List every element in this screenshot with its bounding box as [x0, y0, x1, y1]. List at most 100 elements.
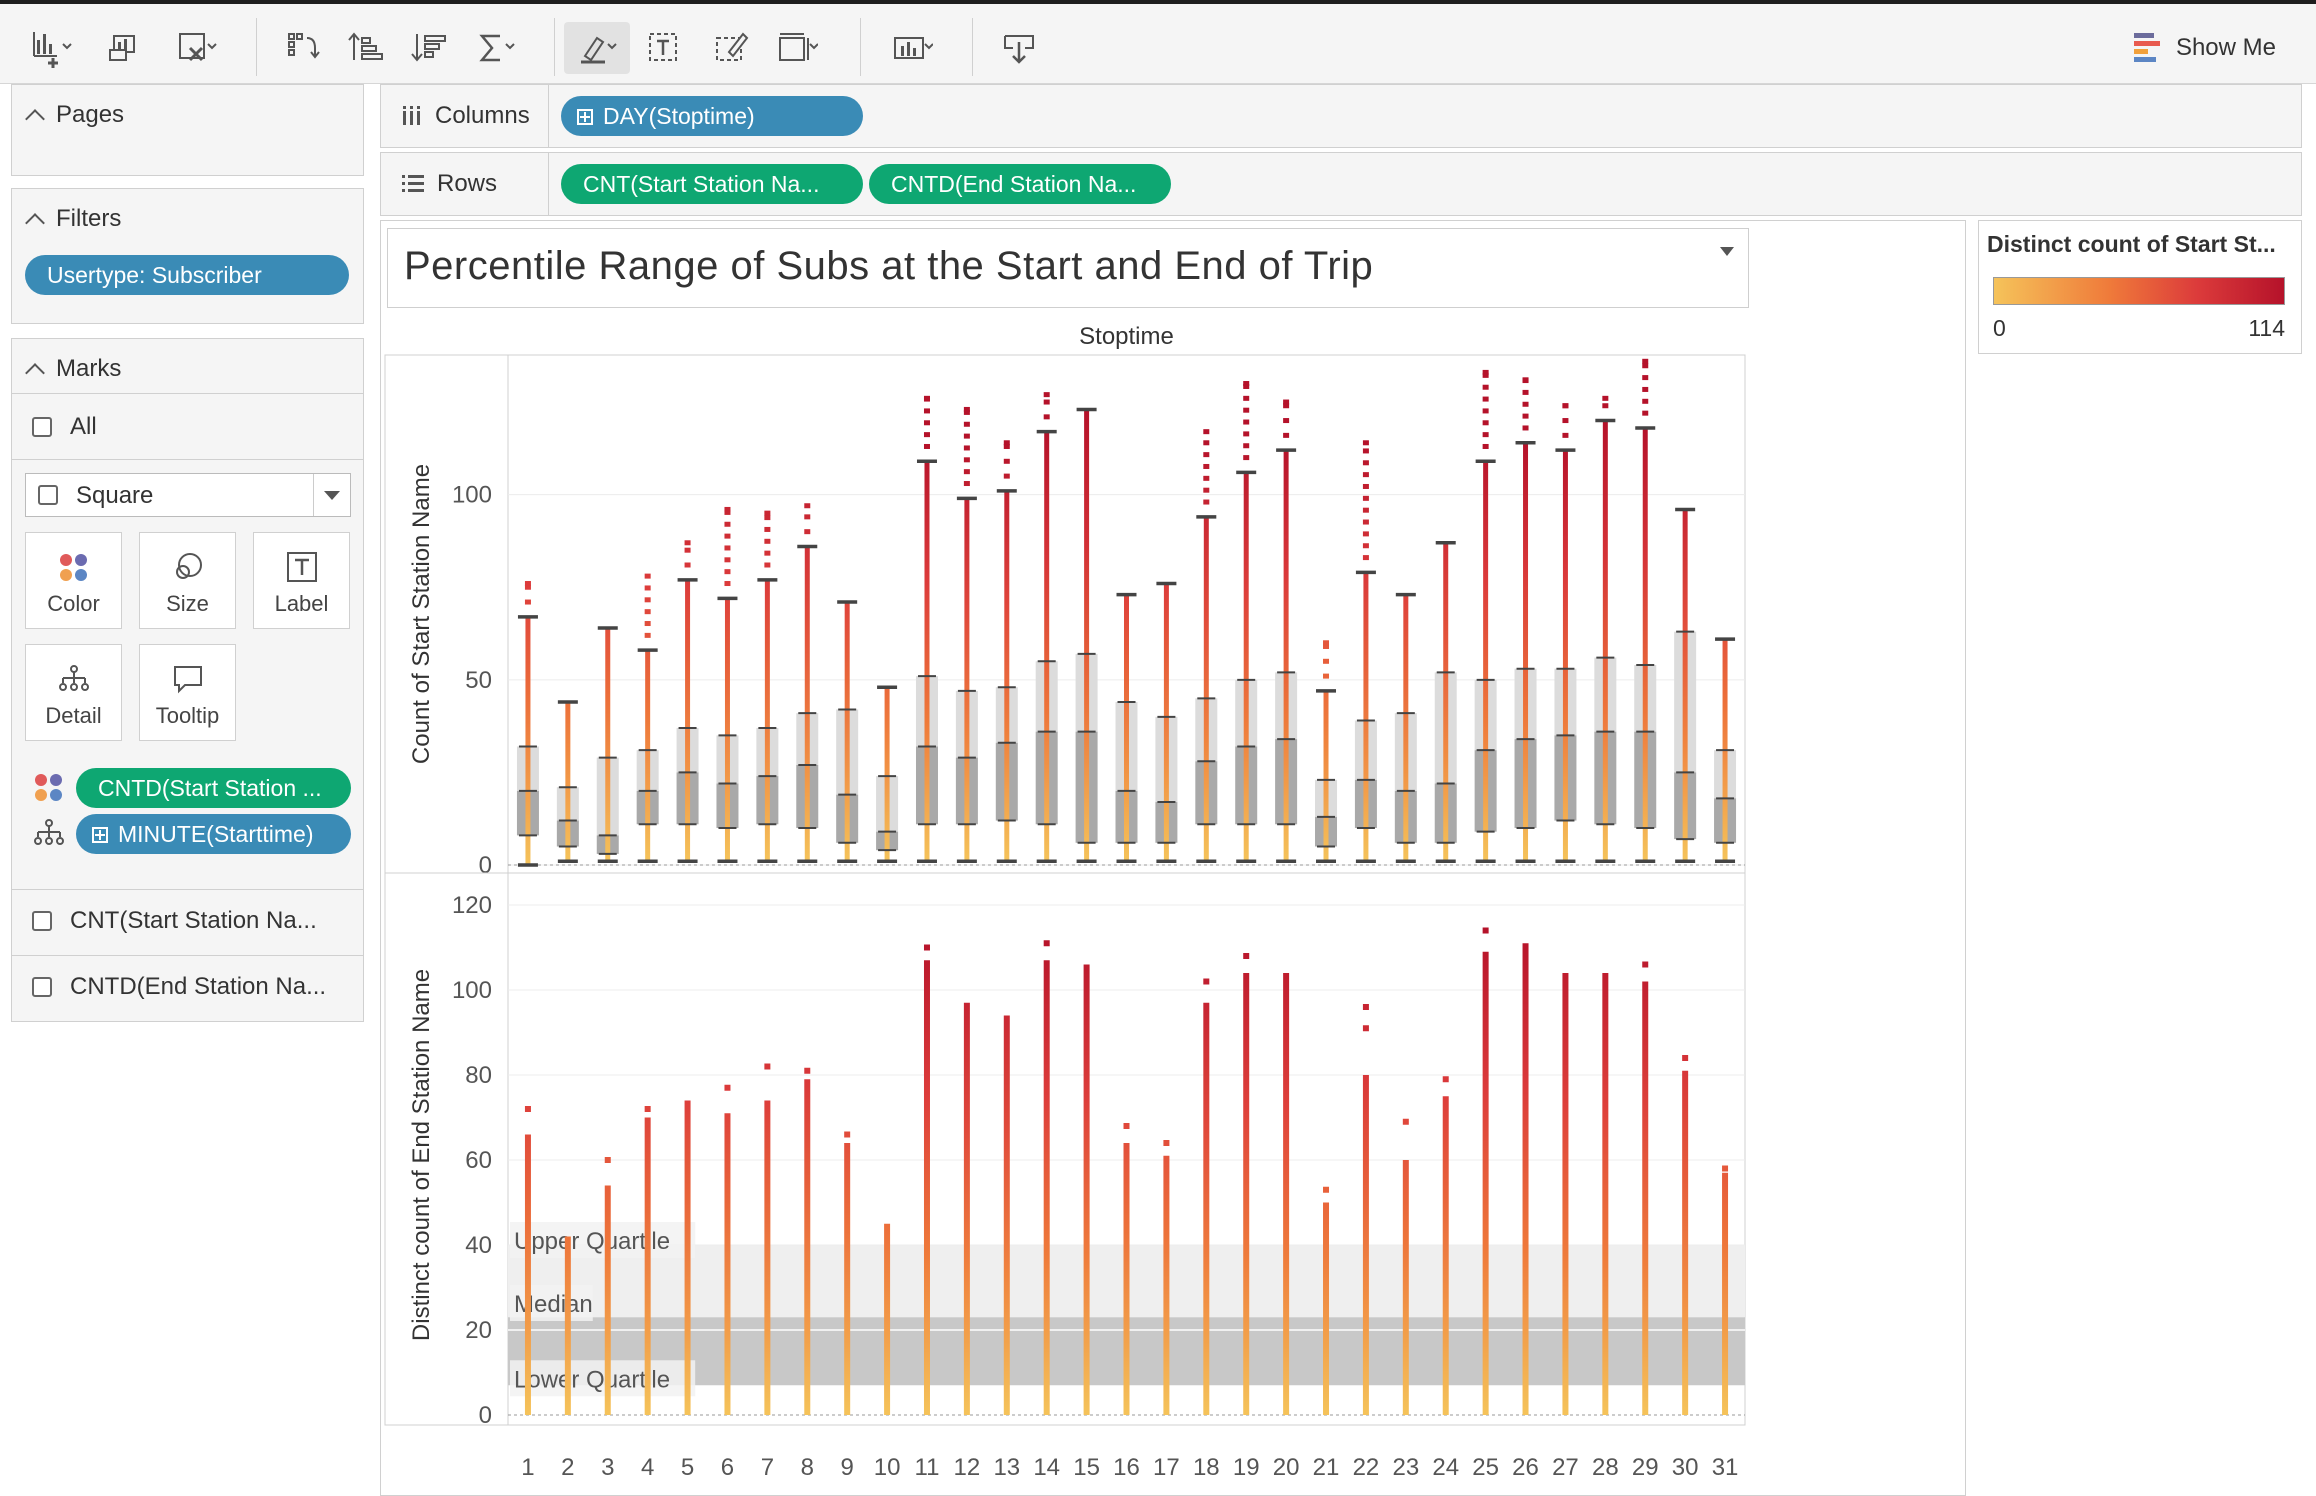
outlier-mark	[1243, 407, 1250, 413]
filter-pill-usertype[interactable]: Usertype: Subscriber	[25, 255, 349, 295]
bar	[724, 1113, 731, 1415]
tooltip-button[interactable]: Tooltip	[139, 644, 236, 741]
detail-button[interactable]: Detail	[25, 644, 122, 741]
x-tick-label: 13	[993, 1454, 1020, 1481]
outlier-mark	[804, 1067, 811, 1074]
outlier-mark	[923, 420, 930, 426]
outlier-mark	[1562, 432, 1569, 438]
mark-type-value: Square	[76, 482, 154, 509]
x-tick-label: 25	[1472, 1454, 1499, 1481]
outlier-mark	[764, 515, 771, 521]
outlier-mark	[1243, 953, 1250, 959]
sort-ascending-icon[interactable]	[335, 22, 397, 74]
outlier-mark	[644, 573, 651, 579]
size-button[interactable]: Size	[139, 532, 236, 629]
outlier-mark	[1283, 418, 1290, 424]
top-pane-frame	[384, 354, 1746, 874]
mark-pill-detail[interactable]: MINUTE(Starttime)	[76, 814, 351, 854]
label-button[interactable]: Label	[253, 532, 350, 629]
bar	[1642, 981, 1649, 1415]
outlier-mark	[724, 557, 731, 563]
sort-descending-icon[interactable]	[398, 22, 460, 74]
show-me-button[interactable]: Show Me	[2133, 26, 2276, 70]
highlight-icon[interactable]	[564, 22, 630, 74]
columns-shelf: Columns DAY(Stoptime)	[380, 84, 2302, 148]
bar	[1682, 1070, 1689, 1415]
rows-pill-cnt-start[interactable]: CNT(Start Station Na...	[561, 164, 863, 204]
checkbox-icon	[32, 417, 52, 437]
whisker-bar	[1323, 690, 1329, 862]
bar	[1283, 973, 1290, 1415]
marks-card-cnt-start[interactable]: CNT(Start Station Na...	[32, 907, 317, 935]
outlier-mark	[724, 545, 731, 551]
download-icon[interactable]	[988, 22, 1050, 74]
columns-pill-label: DAY(Stoptime)	[603, 103, 755, 129]
marks-card-cntd-end[interactable]: CNTD(End Station Na...	[32, 973, 326, 1001]
outlier-mark	[1522, 389, 1529, 395]
x-tick-label: 26	[1512, 1454, 1539, 1481]
mark-type-dropdown[interactable]: Square	[25, 473, 351, 517]
whisker-bar	[804, 546, 810, 862]
title-box[interactable]: Percentile Range of Subs at the Start an…	[387, 228, 1749, 308]
outlier-mark	[1442, 1076, 1449, 1083]
whisker-bar	[1084, 409, 1090, 862]
outlier-mark	[1203, 440, 1210, 446]
outlier-mark	[1362, 531, 1369, 537]
outlier-mark	[963, 406, 970, 412]
totals-icon[interactable]	[465, 22, 527, 74]
x-tick-label: 6	[721, 1454, 734, 1481]
marks-all-card[interactable]: All	[32, 413, 97, 441]
size-icon	[175, 553, 202, 579]
outlier-mark	[524, 599, 531, 605]
outlier-mark	[1043, 399, 1050, 405]
color-legend[interactable]: Distinct count of Start St... 0 114	[1978, 220, 2302, 354]
filters-header[interactable]: Filters	[25, 205, 121, 233]
bar	[764, 1100, 771, 1415]
presentation-icon[interactable]	[880, 22, 942, 74]
mark-pill-color[interactable]: CNTD(Start Station ...	[76, 768, 351, 808]
outlier-mark	[724, 533, 731, 539]
swap-icon[interactable]	[272, 22, 334, 74]
clear-sheet-icon[interactable]	[165, 22, 227, 74]
new-dashboard-icon[interactable]	[95, 22, 157, 74]
label-marks-icon[interactable]	[633, 22, 695, 74]
rows-label: Rows	[437, 170, 498, 197]
outlier-mark	[1362, 460, 1369, 466]
outlier-mark	[684, 562, 691, 568]
columns-pill-day-stoptime[interactable]: DAY(Stoptime)	[561, 96, 863, 136]
outlier-mark	[604, 1157, 611, 1163]
color-button[interactable]: Color	[25, 532, 122, 629]
marks-header[interactable]: Marks	[25, 355, 121, 383]
outlier-mark	[764, 510, 771, 516]
fit-icon[interactable]	[765, 22, 827, 74]
band-label: Lower Quartile	[514, 1366, 670, 1393]
x-tick-label: 4	[641, 1454, 654, 1481]
marks-card-cnt-start-label: CNT(Start Station Na...	[70, 907, 317, 934]
x-tick-label: 29	[1632, 1454, 1659, 1481]
x-tick-label: 19	[1233, 1454, 1260, 1481]
outlier-mark	[1562, 403, 1569, 409]
bar	[644, 1117, 651, 1415]
outlier-mark	[1243, 395, 1250, 401]
outlier-mark	[1522, 413, 1529, 419]
bar	[1442, 1096, 1449, 1415]
bar	[1203, 1002, 1210, 1415]
bar	[1602, 973, 1609, 1415]
outlier-mark	[644, 597, 651, 603]
chevron-down-icon[interactable]	[1720, 247, 1734, 256]
outlier-mark	[1123, 1123, 1130, 1129]
pages-header[interactable]: Pages	[25, 101, 124, 129]
rows-pill-cntd-end[interactable]: CNTD(End Station Na...	[869, 164, 1171, 204]
edit-tooltip-icon[interactable]	[700, 22, 762, 74]
y-tick-label: 50	[465, 667, 492, 694]
new-worksheet-icon[interactable]	[20, 22, 82, 74]
outlier-mark	[1203, 429, 1210, 435]
bar	[1163, 1155, 1170, 1415]
bar	[1522, 943, 1529, 1415]
outlier-mark	[1003, 443, 1010, 449]
whisker-bar	[964, 498, 970, 862]
outlier-mark	[1323, 658, 1330, 664]
detail-label: Detail	[45, 703, 102, 728]
bar	[1482, 951, 1489, 1415]
outlier-mark	[724, 569, 731, 575]
